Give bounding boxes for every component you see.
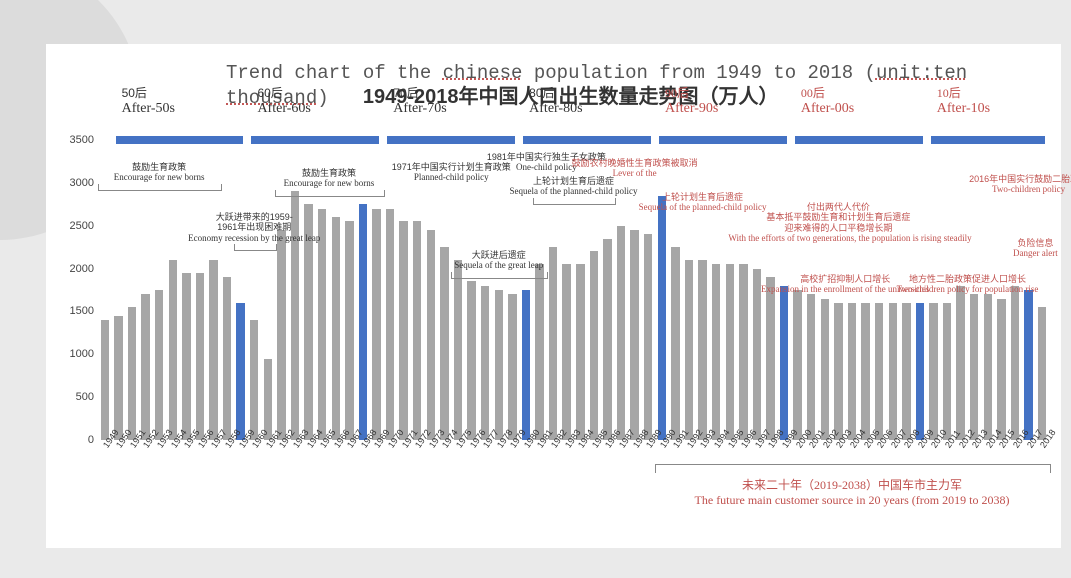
y-tick-label: 1500 (60, 305, 94, 317)
bar-2011 (943, 303, 951, 440)
annotation-bracket (275, 190, 386, 197)
decade-label: 90后After-90s (665, 84, 718, 117)
bar-2000 (793, 290, 801, 440)
bar-2005 (861, 303, 869, 440)
bar-1955 (182, 273, 190, 440)
annotation-bracket (98, 184, 222, 191)
bar-2002 (821, 299, 829, 440)
bar-1993 (698, 260, 706, 440)
bar-1952 (141, 294, 149, 440)
decade-label: 50后After-50s (122, 84, 175, 117)
bar-1951 (128, 307, 136, 440)
bar-1976 (467, 281, 475, 440)
bar-1992 (685, 260, 693, 440)
bar-1983 (562, 264, 570, 440)
y-tick-label: 0 (60, 434, 94, 446)
bar-1989 (644, 234, 652, 440)
bar-2009 (916, 303, 924, 440)
bar-2017 (1024, 290, 1032, 440)
bar-1969 (372, 209, 380, 440)
bar-1994 (712, 264, 720, 440)
title-en-dotted-2: unit:ten (876, 62, 967, 84)
y-tick-label: 2500 (60, 220, 94, 232)
bar-1966 (332, 217, 340, 440)
bar-1962 (277, 230, 285, 440)
annotation-bracket (451, 272, 548, 279)
future-bracket (655, 464, 1051, 473)
bar-1961 (264, 359, 272, 440)
y-tick-label: 2000 (60, 263, 94, 275)
y-tick-label: 3500 (60, 134, 94, 146)
annotation: 2016年中国实行鼓励二胎政策Two-children policy (919, 174, 1071, 195)
annotation: 付出两代人代价基本抵平鼓励生育和计划生育后遗症迎来难得的人口平稳增长期With … (728, 202, 948, 243)
bar-1999 (780, 286, 788, 440)
decade-label: 10后After-10s (937, 84, 990, 117)
annotation: 鼓励农村晚婚性生育政策被取消Lever of the (525, 158, 745, 179)
bar-2007 (889, 303, 897, 440)
bar-2012 (956, 286, 964, 440)
bar-1965 (318, 209, 326, 440)
chart-card: Trend chart of the chinese population fr… (46, 44, 1061, 548)
annotation-bracket (234, 244, 277, 251)
bar-1988 (630, 230, 638, 440)
bar-1984 (576, 264, 584, 440)
decade-label: 00后After-00s (801, 84, 854, 117)
bar-1981 (535, 264, 543, 440)
bar-1957 (209, 260, 217, 440)
bar-2003 (834, 303, 842, 440)
bar-1982 (549, 247, 557, 440)
bar-1949 (101, 320, 109, 440)
y-tick-label: 500 (60, 391, 94, 403)
bar-1987 (617, 226, 625, 440)
bar-2014 (984, 294, 992, 440)
bar-1991 (671, 247, 679, 440)
title-en-1: Trend chart of the (226, 62, 443, 84)
bar-2004 (848, 303, 856, 440)
title-en-dotted-1: chinese (443, 62, 523, 84)
decade-label: 80后After-80s (529, 84, 582, 117)
bar-2018 (1038, 307, 1046, 440)
bar-1995 (726, 264, 734, 440)
bar-1970 (386, 209, 394, 440)
decade-label: 60后After-60s (257, 84, 310, 117)
bar-2001 (807, 294, 815, 440)
bar-1985 (590, 251, 598, 440)
bar-1974 (440, 247, 448, 440)
bar-1954 (169, 260, 177, 440)
bar-2008 (902, 303, 910, 440)
bar-1950 (114, 316, 122, 440)
bar-2015 (997, 299, 1005, 440)
bar-1980 (522, 290, 530, 440)
chart-title: Trend chart of the chinese population fr… (226, 62, 1021, 110)
bar-1990 (658, 196, 666, 440)
annotation: 大跃进后遗症Sequela of the great leap (389, 250, 609, 271)
bar-2016 (1011, 286, 1019, 440)
decade-label: 70后After-70s (393, 84, 446, 117)
annotation: 大跃进带来的1959-1961年出现困难期Economy recession b… (144, 212, 364, 243)
bar-1975 (454, 260, 462, 440)
bar-2006 (875, 303, 883, 440)
annotation: 地方性二胎政策促进人口增长Two-children policy for pop… (857, 274, 1071, 295)
title-paren: ) (317, 87, 363, 109)
bar-1977 (481, 286, 489, 440)
bar-1998 (766, 277, 774, 440)
bar-1958 (223, 277, 231, 440)
page: Trend chart of the chinese population fr… (0, 0, 1071, 578)
annotation: 负险信息Danger alert (925, 238, 1071, 259)
bar-1953 (155, 290, 163, 440)
bar-2010 (929, 303, 937, 440)
bar-1978 (495, 290, 503, 440)
y-tick-label: 1000 (60, 348, 94, 360)
bar-1967 (345, 221, 353, 440)
bar-1959 (236, 303, 244, 440)
future-text: 未来二十年（2019-2038）中国车市主力军The future main c… (692, 476, 1012, 508)
bar-2013 (970, 294, 978, 440)
bar-1956 (196, 273, 204, 440)
title-en-2: population from 1949 to 2018 ( (522, 62, 875, 84)
bar-1979 (508, 294, 516, 440)
bar-1960 (250, 320, 258, 440)
